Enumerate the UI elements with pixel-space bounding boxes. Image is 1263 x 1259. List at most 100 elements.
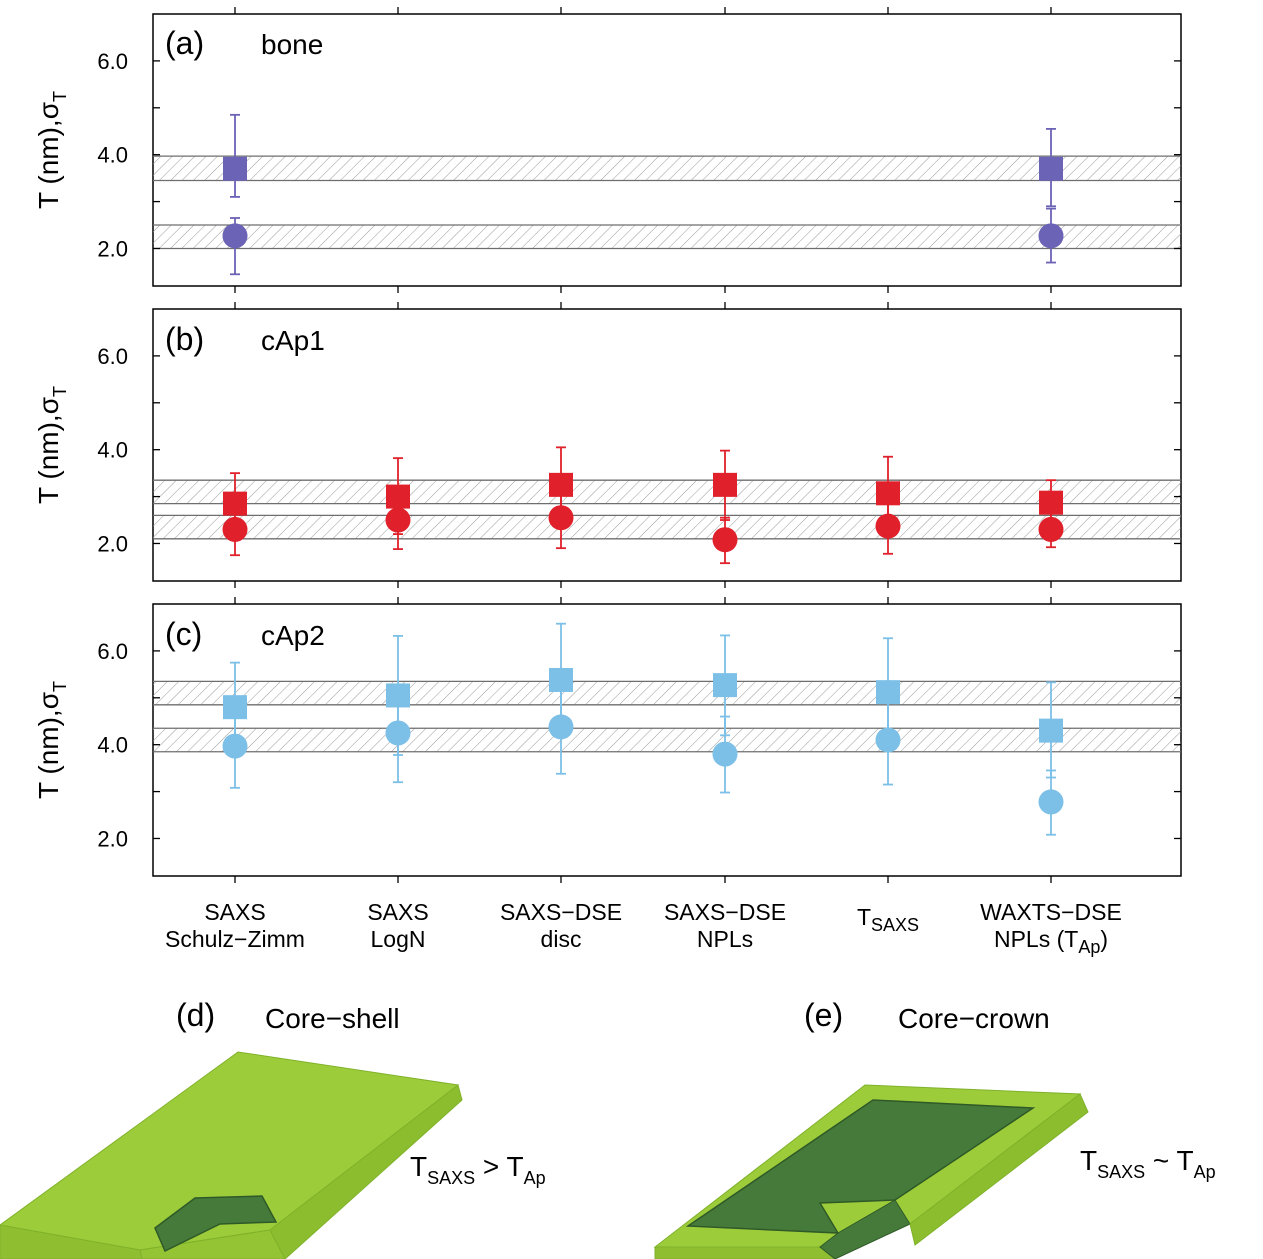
- circle-point: [875, 727, 901, 753]
- core-crown-notch-core: [819, 1199, 911, 1259]
- panel-a-tag: (a): [165, 25, 204, 61]
- circle-point: [222, 223, 248, 249]
- reference-band: [153, 728, 1181, 752]
- core-shell-cut-front: [139, 1229, 286, 1259]
- category-label-line1: SAXS: [204, 899, 265, 925]
- square-point: [1039, 490, 1063, 515]
- relation-d-right: T: [507, 1151, 524, 1182]
- circle-point: [712, 741, 738, 767]
- panel-a-name: bone: [261, 29, 323, 60]
- y-axis-label-a: T (nm),σT: [33, 91, 70, 209]
- relation-e-op: ~: [1145, 1145, 1176, 1176]
- y-tick-label: 2.0: [97, 531, 128, 556]
- panel-c-tag: (c): [165, 616, 202, 652]
- square-point: [223, 156, 247, 181]
- square-point: [223, 695, 247, 720]
- y-axis-label-main: T (nm),σ: [33, 102, 64, 209]
- panel-b-tag: (b): [165, 321, 204, 357]
- panel-b: (b) cAp1 2.0 4.0 6.0: [97, 302, 1182, 588]
- core-shell-right-face: [269, 1084, 463, 1259]
- reference-band: [153, 156, 1181, 181]
- illustration-d-tag: (d): [176, 997, 215, 1033]
- circle-point: [548, 505, 574, 531]
- y-tick-label: 6.0: [97, 639, 128, 664]
- y-tick-label: 2.0: [97, 826, 128, 851]
- panel-b-frame: [152, 308, 1182, 582]
- square-point: [876, 481, 900, 506]
- y-axis-label-sub: T: [50, 386, 70, 397]
- square-point: [713, 472, 737, 497]
- category-label-line1: T: [857, 904, 871, 930]
- relation-d-right-sub: Ap: [524, 1168, 546, 1188]
- core-crown-front-face: [654, 1246, 836, 1259]
- category-label-line2: LogN: [371, 926, 426, 952]
- illustration-core-crown: (e) Core−crown TSAXS ~ TAp: [653, 997, 1216, 1259]
- circle-point: [385, 720, 411, 746]
- relation-d-op: >: [475, 1151, 506, 1182]
- core-shell-core: [154, 1195, 278, 1253]
- relation-e-right: T: [1177, 1145, 1194, 1176]
- illustration-e-tag: (e): [804, 997, 843, 1033]
- y-axis-label-sub: T: [50, 681, 70, 692]
- category-label-line1: SAXS−DSE: [664, 899, 786, 925]
- relation-e-left: T: [1080, 1145, 1097, 1176]
- category-label-line2: disc: [541, 926, 582, 952]
- square-point: [876, 680, 900, 705]
- square-point: [223, 491, 247, 516]
- category-label-line2: NPLs (T: [994, 926, 1078, 952]
- category-label-line1: SAXS−DSE: [500, 899, 622, 925]
- category-label-line2-sub: Ap: [1078, 937, 1100, 957]
- circle-point: [1038, 789, 1064, 815]
- relation-e: TSAXS ~ TAp: [1080, 1145, 1216, 1182]
- circle-point: [712, 527, 738, 553]
- y-axis-label-c: T (nm),σT: [33, 681, 70, 799]
- category-labels: SAXS Schulz−Zimm SAXS LogN SAXS−DSE disc…: [165, 899, 1122, 957]
- square-point: [713, 673, 737, 698]
- panel-a: (a) bone 2.0 4.0 6.0: [97, 7, 1182, 293]
- relation-e-right-sub: Ap: [1194, 1162, 1216, 1182]
- square-point: [386, 484, 410, 509]
- panel-b-name: cAp1: [261, 325, 325, 356]
- panel-a-frame: [152, 13, 1182, 287]
- category-label-line1: WAXTS−DSE: [980, 899, 1122, 925]
- y-axis-label-sub: T: [50, 91, 70, 102]
- core-crown-right-face: [909, 1093, 1089, 1246]
- y-tick-label: 6.0: [97, 49, 128, 74]
- circle-point: [222, 516, 248, 542]
- illustration-e-name: Core−crown: [898, 1003, 1050, 1034]
- category-label-tsaxs: TSAXS: [857, 904, 919, 935]
- category-label-line1: SAXS: [367, 899, 428, 925]
- y-tick-label: 2.0: [97, 236, 128, 261]
- circle-point: [1038, 223, 1064, 249]
- panel-c: (c) cAp2 2.0 4.0 6.0: [97, 597, 1182, 883]
- reference-band: [153, 515, 1181, 539]
- relation-d-left-sub: SAXS: [427, 1168, 475, 1188]
- square-point: [549, 667, 573, 692]
- panel-c-name: cAp2: [261, 620, 325, 651]
- core-shell-side-face: [0, 1224, 143, 1259]
- relation-d: TSAXS > TAp: [410, 1151, 546, 1188]
- y-axis-label-b: T (nm),σT: [33, 386, 70, 504]
- square-point: [549, 472, 573, 497]
- circle-point: [222, 733, 248, 759]
- illustration-d-name: Core−shell: [265, 1003, 400, 1034]
- core-crown-platelet: [653, 1084, 1089, 1259]
- square-point: [1039, 156, 1063, 181]
- y-tick-label: 4.0: [97, 733, 128, 758]
- core-shell-platelet: [0, 1051, 463, 1259]
- relation-e-left-sub: SAXS: [1097, 1162, 1145, 1182]
- category-label-line2: Schulz−Zimm: [165, 926, 305, 952]
- y-tick-label: 6.0: [97, 344, 128, 369]
- y-axis-label-main: T (nm),σ: [33, 397, 64, 504]
- square-point: [386, 683, 410, 708]
- category-label-waxts-line2: NPLs (TAp): [994, 926, 1108, 957]
- category-label-line1-sub: SAXS: [871, 915, 919, 935]
- square-point: [1039, 718, 1063, 743]
- y-tick-label: 4.0: [97, 438, 128, 463]
- circle-point: [385, 507, 411, 533]
- circle-point: [1038, 516, 1064, 542]
- circle-point: [875, 513, 901, 539]
- reference-band: [153, 681, 1181, 705]
- reference-band: [153, 225, 1181, 249]
